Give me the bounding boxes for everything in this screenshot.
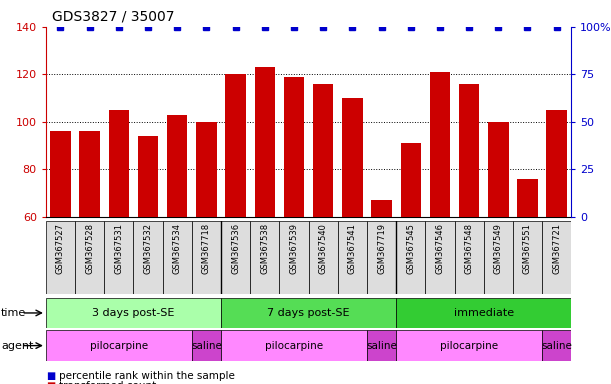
Text: GSM367545: GSM367545 bbox=[406, 223, 415, 274]
Text: immediate: immediate bbox=[453, 308, 514, 318]
Bar bbox=[46, 298, 221, 328]
Bar bbox=[104, 221, 133, 294]
Text: 3 days post-SE: 3 days post-SE bbox=[92, 308, 175, 318]
Text: GSM367718: GSM367718 bbox=[202, 223, 211, 274]
Text: GSM367536: GSM367536 bbox=[231, 223, 240, 274]
Bar bbox=[513, 221, 542, 294]
Text: GSM367534: GSM367534 bbox=[173, 223, 181, 274]
Text: GSM367549: GSM367549 bbox=[494, 223, 503, 274]
Text: GSM367721: GSM367721 bbox=[552, 223, 561, 274]
Bar bbox=[79, 131, 100, 217]
Text: percentile rank within the sample: percentile rank within the sample bbox=[59, 371, 235, 381]
Text: GSM367551: GSM367551 bbox=[523, 223, 532, 274]
Text: GSM367538: GSM367538 bbox=[260, 223, 269, 274]
Text: GSM367546: GSM367546 bbox=[436, 223, 444, 274]
Bar bbox=[225, 74, 246, 217]
Bar bbox=[542, 330, 571, 361]
Bar bbox=[459, 84, 479, 217]
Bar bbox=[192, 330, 221, 361]
Text: transformed count: transformed count bbox=[59, 381, 156, 384]
Text: GSM367539: GSM367539 bbox=[290, 223, 298, 274]
Bar bbox=[367, 330, 396, 361]
Text: saline: saline bbox=[191, 341, 222, 351]
Text: GSM367541: GSM367541 bbox=[348, 223, 357, 274]
Bar bbox=[138, 136, 158, 217]
Bar bbox=[279, 221, 309, 294]
Text: saline: saline bbox=[366, 341, 397, 351]
Bar bbox=[401, 143, 421, 217]
Bar bbox=[109, 110, 129, 217]
Bar bbox=[163, 221, 192, 294]
Bar bbox=[196, 122, 217, 217]
Bar bbox=[455, 221, 484, 294]
Bar bbox=[250, 221, 279, 294]
Bar bbox=[425, 221, 455, 294]
Text: ■: ■ bbox=[46, 371, 55, 381]
Bar bbox=[284, 77, 304, 217]
Bar bbox=[46, 221, 75, 294]
Bar bbox=[46, 330, 192, 361]
Text: ■: ■ bbox=[46, 381, 55, 384]
Text: 7 days post-SE: 7 days post-SE bbox=[267, 308, 350, 318]
Text: time: time bbox=[1, 308, 26, 318]
Bar bbox=[396, 221, 425, 294]
Bar bbox=[313, 84, 334, 217]
Text: GSM367531: GSM367531 bbox=[114, 223, 123, 274]
Bar bbox=[221, 298, 396, 328]
Bar bbox=[309, 221, 338, 294]
Bar bbox=[342, 98, 362, 217]
Bar bbox=[542, 221, 571, 294]
Text: pilocarpine: pilocarpine bbox=[90, 341, 148, 351]
Text: pilocarpine: pilocarpine bbox=[265, 341, 323, 351]
Bar bbox=[371, 200, 392, 217]
Bar bbox=[396, 330, 542, 361]
Text: GSM367719: GSM367719 bbox=[377, 223, 386, 274]
Bar bbox=[546, 110, 567, 217]
Text: GSM367532: GSM367532 bbox=[144, 223, 153, 274]
Bar bbox=[167, 115, 188, 217]
Bar bbox=[192, 221, 221, 294]
Bar bbox=[50, 131, 71, 217]
Bar bbox=[430, 72, 450, 217]
Bar bbox=[133, 221, 163, 294]
Text: GSM367540: GSM367540 bbox=[319, 223, 327, 274]
Text: agent: agent bbox=[1, 341, 34, 351]
Bar bbox=[396, 298, 571, 328]
Bar bbox=[484, 221, 513, 294]
Bar bbox=[221, 221, 250, 294]
Text: GDS3827 / 35007: GDS3827 / 35007 bbox=[52, 10, 174, 23]
Text: GSM367527: GSM367527 bbox=[56, 223, 65, 274]
Text: GSM367528: GSM367528 bbox=[85, 223, 94, 274]
Bar bbox=[518, 179, 538, 217]
Bar bbox=[338, 221, 367, 294]
Bar bbox=[367, 221, 396, 294]
Text: pilocarpine: pilocarpine bbox=[440, 341, 498, 351]
Bar bbox=[255, 67, 275, 217]
Text: GSM367548: GSM367548 bbox=[464, 223, 474, 274]
Text: saline: saline bbox=[541, 341, 572, 351]
Bar bbox=[488, 122, 508, 217]
Bar bbox=[75, 221, 104, 294]
Bar bbox=[221, 330, 367, 361]
